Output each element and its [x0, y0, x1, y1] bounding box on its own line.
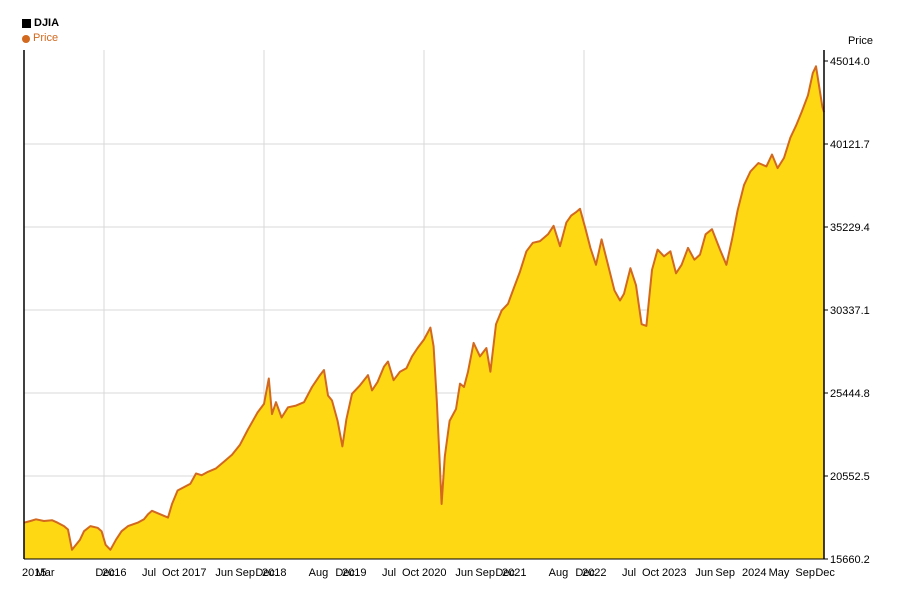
x-tick-label-17: Jun	[455, 567, 473, 579]
price-line	[23, 65, 825, 551]
y-tick-label-2: 35229.4	[830, 222, 870, 234]
y-tick-label-0: 45014.0	[830, 56, 870, 68]
x-tick-label-15: Oct	[402, 567, 419, 579]
x-tick-label-23: 2022	[582, 567, 606, 579]
y-tick-label-5: 20552.5	[830, 471, 870, 483]
x-tick-label-1: Mar	[36, 567, 55, 579]
legend-square-icon	[22, 19, 31, 28]
x-tick-label-13: 2019	[342, 567, 366, 579]
legend-title-row: DJIA	[22, 16, 59, 31]
x-tick-label-22: Dec	[575, 567, 595, 579]
x-tick-label-18: Sep	[475, 567, 495, 579]
y-tick-labels: 45014.0 40121.7 35229.4 30337.1 25444.8 20552…	[830, 56, 870, 566]
price-area	[24, 66, 824, 560]
x-tick-label-4: Jul	[142, 567, 156, 579]
y-tick-label-6: 15660.2	[830, 554, 870, 566]
legend-title: DJIA	[34, 17, 60, 29]
axes	[23, 50, 828, 560]
x-tick-label-10: 2018	[262, 567, 286, 579]
x-tick-label-20: 2021	[502, 567, 526, 579]
y-tick-label-1: 40121.7	[830, 139, 870, 151]
x-tick-label-6: 2017	[182, 567, 206, 579]
x-tick-label-25: Oct	[642, 567, 659, 579]
x-tick-label-21: Aug	[549, 567, 569, 579]
x-tick-label-2: Dec	[95, 567, 115, 579]
x-tick-label-32: Dec	[815, 567, 835, 579]
x-tick-label-3: 2016	[102, 567, 126, 579]
x-tick-label-24: Jul	[622, 567, 636, 579]
legend-dot-icon	[22, 34, 30, 43]
x-tick-label-14: Jul	[382, 567, 396, 579]
x-tick-label-26: 2023	[662, 567, 686, 579]
x-tick-label-16: 2020	[422, 567, 446, 579]
x-tick-label-29: 2024	[742, 567, 766, 579]
x-tick-label-11: Aug	[309, 567, 329, 579]
x-tick-label-7: Jun	[215, 567, 233, 579]
y-tick-label-4: 25444.8	[830, 388, 870, 400]
x-tick-label-0: 2015	[22, 567, 46, 579]
legend-series-row: Price	[22, 31, 59, 46]
x-tick-label-5: Oct	[162, 567, 179, 579]
x-tick-label-31: Sep	[795, 567, 815, 579]
x-tick-label-27: Jun	[695, 567, 713, 579]
x-tick-label-8: Sep	[235, 567, 255, 579]
x-tick-label-28: Sep	[715, 567, 735, 579]
legend: DJIA Price	[22, 16, 59, 46]
y-axis-title: Price	[848, 35, 873, 47]
x-tick-label-30: May	[769, 567, 790, 579]
x-tick-label-19: Dec	[495, 567, 515, 579]
legend-series-label: Price	[33, 32, 59, 44]
y-tick-label-3: 30337.1	[830, 305, 870, 317]
x-tick-label-9: Dec	[255, 567, 275, 579]
x-tick-label-12: Dec	[335, 567, 355, 579]
